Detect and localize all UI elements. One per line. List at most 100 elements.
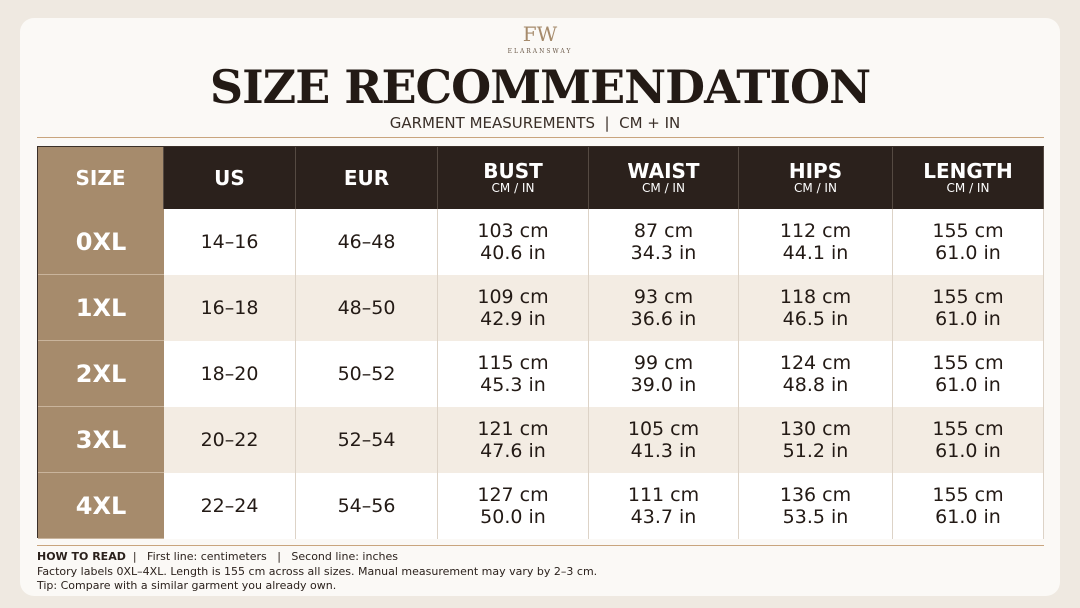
cm-value: 124 cm [779, 352, 852, 374]
us-value: 16–18 [200, 297, 259, 319]
cm-value: 109 cm [477, 286, 549, 308]
subtitle: GARMENT MEASUREMENTS | CM + IN [389, 114, 681, 132]
footer: HOW TO READ | First line: centimeters | … [37, 550, 597, 594]
eur-value: 54–56 [337, 495, 396, 517]
cm-value: 112 cm [779, 220, 852, 242]
eur-value: 50–52 [337, 363, 396, 385]
body-cell: 121 cm 47.6 in [438, 407, 589, 473]
inch-value: 43.7 in [630, 506, 697, 528]
header-label: LENGTH [923, 159, 1013, 183]
brand: ELARANSWAY [507, 48, 573, 55]
eur-value: 52–54 [337, 429, 396, 451]
size-cell: 0XL [38, 209, 164, 275]
header-cell: EUR [296, 147, 438, 209]
how-text: | First line: centimeters | Second line:… [132, 550, 398, 563]
body-cell: 46–48 [296, 209, 438, 275]
inch-value: 41.3 in [630, 440, 697, 462]
inch-value: 47.6 in [480, 440, 546, 462]
body-cell: 50–52 [296, 341, 438, 407]
inch-value: 45.3 in [480, 374, 546, 396]
body-cell: 111 cm 43.7 in [589, 473, 739, 539]
header-label: EUR [343, 166, 390, 190]
inch-value: 61.0 in [935, 242, 1001, 264]
cm-value: 93 cm [633, 286, 694, 308]
cm-value: 155 cm [932, 484, 1004, 506]
body-cell: 99 cm 39.0 in [589, 341, 739, 407]
cm-value: 136 cm [779, 484, 852, 506]
size-cell: 3XL [38, 407, 164, 473]
inch-value: 48.8 in [782, 374, 849, 396]
how-line: HOW TO READ | First line: centimeters | … [37, 550, 597, 565]
body-cell: 155 cm 61.0 in [893, 407, 1044, 473]
cm-value: 87 cm [633, 220, 694, 242]
body-cell: 48–50 [296, 275, 438, 341]
body-cell: 115 cm 45.3 in [438, 341, 589, 407]
header-sub: CM / IN [491, 181, 535, 195]
title: SIZE RECOMMENDATION [209, 60, 871, 114]
logo: FW [522, 22, 558, 46]
body-cell: 130 cm 51.2 in [739, 407, 893, 473]
header-label: WAIST [627, 159, 700, 183]
body-cell: 109 cm 42.9 in [438, 275, 589, 341]
header-cell: BUST CM / IN [438, 147, 589, 209]
body-cell: 155 cm 61.0 in [893, 275, 1044, 341]
us-value: 20–22 [200, 429, 259, 451]
body-cell: 136 cm 53.5 in [739, 473, 893, 539]
eur-value: 48–50 [337, 297, 396, 319]
us-value: 18–20 [200, 363, 259, 385]
body-cell: 103 cm 40.6 in [438, 209, 589, 275]
eur-value: 46–48 [337, 231, 396, 253]
header-cell: LENGTH CM / IN [893, 147, 1044, 209]
size-cell: 2XL [38, 341, 164, 407]
inch-value: 51.2 in [782, 440, 849, 462]
body-cell: 112 cm 44.1 in [739, 209, 893, 275]
inch-value: 42.9 in [480, 308, 546, 330]
inch-value: 36.6 in [630, 308, 697, 330]
inch-value: 61.0 in [935, 440, 1001, 462]
size-label: 0XL [75, 227, 127, 256]
body-cell: 155 cm 61.0 in [893, 473, 1044, 539]
header-cell: SIZE [38, 147, 164, 209]
size-label: 1XL [75, 293, 127, 322]
cm-value: 118 cm [779, 286, 852, 308]
us-value: 22–24 [200, 495, 259, 517]
size-table: SIZE US EUR BUST CM / IN WAIST CM / IN HIPS CM /… [37, 146, 1044, 539]
body-cell: 87 cm 34.3 in [589, 209, 739, 275]
body-cell: 20–22 [164, 407, 296, 473]
header-sub: CM / IN [642, 181, 685, 195]
size-label: 2XL [75, 359, 127, 388]
body-cell: 14–16 [164, 209, 296, 275]
header-label: US [214, 166, 245, 190]
inch-value: 46.5 in [782, 308, 849, 330]
inch-value: 53.5 in [782, 506, 849, 528]
body-cell: 54–56 [296, 473, 438, 539]
cm-value: 105 cm [627, 418, 700, 440]
inch-value: 40.6 in [480, 242, 546, 264]
cm-value: 127 cm [477, 484, 549, 506]
body-cell: 52–54 [296, 407, 438, 473]
note: Factory labels 0XL–4XL. Length is 155 cm… [37, 564, 598, 578]
size-label: 3XL [75, 425, 127, 454]
inch-value: 34.3 in [630, 242, 697, 264]
body-cell: 18–20 [164, 341, 296, 407]
tip: Tip: Compare with a similar garment you … [37, 579, 337, 592]
header-cell: HIPS CM / IN [739, 147, 893, 209]
header-cell: WAIST CM / IN [589, 147, 739, 209]
body-cell: 124 cm 48.8 in [739, 341, 893, 407]
cm-value: 111 cm [627, 484, 700, 506]
inch-value: 39.0 in [630, 374, 697, 396]
cm-value: 103 cm [477, 220, 549, 242]
body-cell: 118 cm 46.5 in [739, 275, 893, 341]
size-cell: 4XL [38, 473, 164, 539]
body-cell: 105 cm 41.3 in [589, 407, 739, 473]
cm-value: 99 cm [633, 352, 694, 374]
inch-value: 61.0 in [935, 374, 1001, 396]
header-label: SIZE [75, 166, 126, 190]
cm-value: 155 cm [932, 418, 1004, 440]
header-cell: US [164, 147, 296, 209]
rule [37, 545, 1044, 546]
body-cell: 155 cm 61.0 in [893, 209, 1044, 275]
body-cell: 93 cm 36.6 in [589, 275, 739, 341]
body-cell: 22–24 [164, 473, 296, 539]
